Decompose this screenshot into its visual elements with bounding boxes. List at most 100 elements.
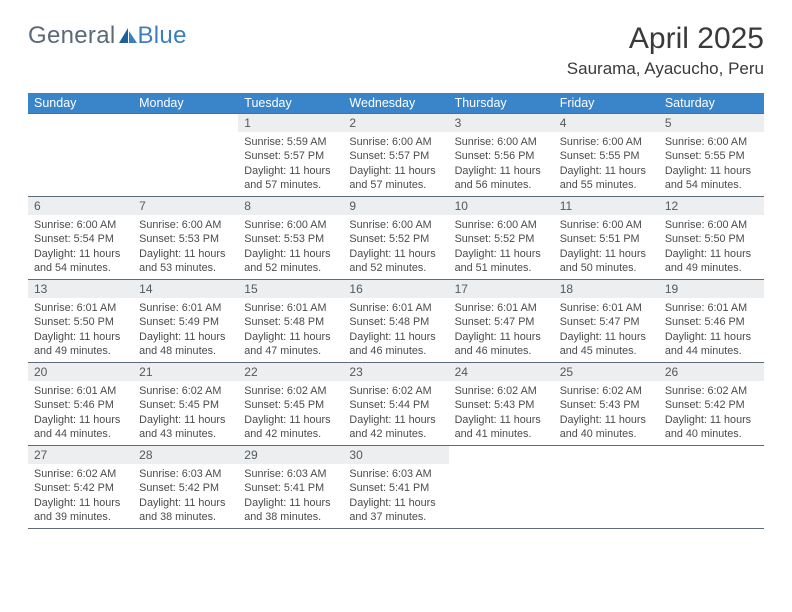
day-details: Sunrise: 6:01 AMSunset: 5:48 PMDaylight:… — [238, 298, 343, 362]
calendar-cell: 27Sunrise: 6:02 AMSunset: 5:42 PMDayligh… — [28, 445, 133, 529]
day-number: 2 — [343, 113, 448, 132]
day-details: Sunrise: 6:02 AMSunset: 5:45 PMDaylight:… — [238, 381, 343, 445]
calendar-cell: 18Sunrise: 6:01 AMSunset: 5:47 PMDayligh… — [554, 279, 659, 362]
logo-sail-icon — [117, 26, 139, 46]
day-number: 16 — [343, 279, 448, 298]
day-number: 27 — [28, 445, 133, 464]
day-number: 26 — [659, 362, 764, 381]
day-details: Sunrise: 6:00 AMSunset: 5:51 PMDaylight:… — [554, 215, 659, 279]
day-details: Sunrise: 6:00 AMSunset: 5:55 PMDaylight:… — [659, 132, 764, 196]
calendar-cell: 21Sunrise: 6:02 AMSunset: 5:45 PMDayligh… — [133, 362, 238, 445]
day-number: 19 — [659, 279, 764, 298]
day-header: Thursday — [449, 93, 554, 113]
calendar-cell — [449, 445, 554, 529]
day-number-empty — [659, 445, 764, 464]
calendar-body: 1Sunrise: 5:59 AMSunset: 5:57 PMDaylight… — [28, 113, 764, 529]
day-number-empty — [554, 445, 659, 464]
calendar-cell: 4Sunrise: 6:00 AMSunset: 5:55 PMDaylight… — [554, 113, 659, 196]
brand-logo: General Blue — [28, 22, 187, 50]
calendar-cell — [133, 113, 238, 196]
table-row: 13Sunrise: 6:01 AMSunset: 5:50 PMDayligh… — [28, 279, 764, 362]
day-number: 12 — [659, 196, 764, 215]
calendar-cell: 17Sunrise: 6:01 AMSunset: 5:47 PMDayligh… — [449, 279, 554, 362]
calendar-cell — [554, 445, 659, 529]
brand-text-2: Blue — [137, 22, 186, 50]
day-details: Sunrise: 6:00 AMSunset: 5:54 PMDaylight:… — [28, 215, 133, 279]
day-number: 5 — [659, 113, 764, 132]
day-number: 24 — [449, 362, 554, 381]
day-number: 3 — [449, 113, 554, 132]
brand-text-1: General — [28, 22, 115, 50]
day-number: 1 — [238, 113, 343, 132]
calendar-cell: 14Sunrise: 6:01 AMSunset: 5:49 PMDayligh… — [133, 279, 238, 362]
calendar-cell: 28Sunrise: 6:03 AMSunset: 5:42 PMDayligh… — [133, 445, 238, 529]
day-details: Sunrise: 6:01 AMSunset: 5:50 PMDaylight:… — [28, 298, 133, 362]
day-header: Friday — [554, 93, 659, 113]
day-number: 21 — [133, 362, 238, 381]
calendar-cell: 30Sunrise: 6:03 AMSunset: 5:41 PMDayligh… — [343, 445, 448, 529]
day-details: Sunrise: 6:02 AMSunset: 5:42 PMDaylight:… — [28, 464, 133, 528]
day-details: Sunrise: 6:01 AMSunset: 5:47 PMDaylight:… — [449, 298, 554, 362]
day-details: Sunrise: 6:02 AMSunset: 5:45 PMDaylight:… — [133, 381, 238, 445]
calendar-table: SundayMondayTuesdayWednesdayThursdayFrid… — [28, 93, 764, 529]
day-number: 23 — [343, 362, 448, 381]
calendar-cell: 23Sunrise: 6:02 AMSunset: 5:44 PMDayligh… — [343, 362, 448, 445]
calendar-cell: 26Sunrise: 6:02 AMSunset: 5:42 PMDayligh… — [659, 362, 764, 445]
day-details: Sunrise: 5:59 AMSunset: 5:57 PMDaylight:… — [238, 132, 343, 196]
day-details: Sunrise: 6:02 AMSunset: 5:43 PMDaylight:… — [449, 381, 554, 445]
day-details: Sunrise: 6:03 AMSunset: 5:41 PMDaylight:… — [343, 464, 448, 528]
day-number: 14 — [133, 279, 238, 298]
day-number: 10 — [449, 196, 554, 215]
day-number: 4 — [554, 113, 659, 132]
day-header: Monday — [133, 93, 238, 113]
calendar-cell: 15Sunrise: 6:01 AMSunset: 5:48 PMDayligh… — [238, 279, 343, 362]
day-number: 30 — [343, 445, 448, 464]
calendar-cell: 9Sunrise: 6:00 AMSunset: 5:52 PMDaylight… — [343, 196, 448, 279]
day-details: Sunrise: 6:01 AMSunset: 5:47 PMDaylight:… — [554, 298, 659, 362]
day-header: Tuesday — [238, 93, 343, 113]
calendar-cell: 22Sunrise: 6:02 AMSunset: 5:45 PMDayligh… — [238, 362, 343, 445]
day-number-empty — [133, 113, 238, 132]
calendar-cell: 11Sunrise: 6:00 AMSunset: 5:51 PMDayligh… — [554, 196, 659, 279]
calendar-cell: 6Sunrise: 6:00 AMSunset: 5:54 PMDaylight… — [28, 196, 133, 279]
calendar-cell — [659, 445, 764, 529]
day-number-empty — [449, 445, 554, 464]
day-details: Sunrise: 6:02 AMSunset: 5:42 PMDaylight:… — [659, 381, 764, 445]
calendar-cell: 8Sunrise: 6:00 AMSunset: 5:53 PMDaylight… — [238, 196, 343, 279]
day-number: 17 — [449, 279, 554, 298]
calendar-cell: 19Sunrise: 6:01 AMSunset: 5:46 PMDayligh… — [659, 279, 764, 362]
day-number: 13 — [28, 279, 133, 298]
calendar-cell: 29Sunrise: 6:03 AMSunset: 5:41 PMDayligh… — [238, 445, 343, 529]
day-number-empty — [28, 113, 133, 132]
table-row: 27Sunrise: 6:02 AMSunset: 5:42 PMDayligh… — [28, 445, 764, 529]
day-number: 11 — [554, 196, 659, 215]
day-details: Sunrise: 6:01 AMSunset: 5:48 PMDaylight:… — [343, 298, 448, 362]
day-details: Sunrise: 6:01 AMSunset: 5:46 PMDaylight:… — [28, 381, 133, 445]
day-details: Sunrise: 6:02 AMSunset: 5:44 PMDaylight:… — [343, 381, 448, 445]
table-row: 1Sunrise: 5:59 AMSunset: 5:57 PMDaylight… — [28, 113, 764, 196]
day-number: 15 — [238, 279, 343, 298]
calendar-cell: 3Sunrise: 6:00 AMSunset: 5:56 PMDaylight… — [449, 113, 554, 196]
day-header: Saturday — [659, 93, 764, 113]
table-row: 6Sunrise: 6:00 AMSunset: 5:54 PMDaylight… — [28, 196, 764, 279]
day-number: 6 — [28, 196, 133, 215]
calendar-header-row: SundayMondayTuesdayWednesdayThursdayFrid… — [28, 93, 764, 113]
day-details: Sunrise: 6:00 AMSunset: 5:53 PMDaylight:… — [133, 215, 238, 279]
title-block: April 2025 Saurama, Ayacucho, Peru — [567, 22, 764, 79]
day-number: 22 — [238, 362, 343, 381]
calendar-cell: 24Sunrise: 6:02 AMSunset: 5:43 PMDayligh… — [449, 362, 554, 445]
table-row: 20Sunrise: 6:01 AMSunset: 5:46 PMDayligh… — [28, 362, 764, 445]
calendar-cell: 25Sunrise: 6:02 AMSunset: 5:43 PMDayligh… — [554, 362, 659, 445]
calendar-cell: 2Sunrise: 6:00 AMSunset: 5:57 PMDaylight… — [343, 113, 448, 196]
page-header: General Blue April 2025 Saurama, Ayacuch… — [28, 22, 764, 79]
day-number: 25 — [554, 362, 659, 381]
day-number: 9 — [343, 196, 448, 215]
calendar-cell: 1Sunrise: 5:59 AMSunset: 5:57 PMDaylight… — [238, 113, 343, 196]
day-header: Sunday — [28, 93, 133, 113]
day-details: Sunrise: 6:00 AMSunset: 5:50 PMDaylight:… — [659, 215, 764, 279]
calendar-cell: 5Sunrise: 6:00 AMSunset: 5:55 PMDaylight… — [659, 113, 764, 196]
day-details: Sunrise: 6:00 AMSunset: 5:52 PMDaylight:… — [449, 215, 554, 279]
day-details: Sunrise: 6:00 AMSunset: 5:53 PMDaylight:… — [238, 215, 343, 279]
calendar-cell: 12Sunrise: 6:00 AMSunset: 5:50 PMDayligh… — [659, 196, 764, 279]
day-details: Sunrise: 6:03 AMSunset: 5:42 PMDaylight:… — [133, 464, 238, 528]
